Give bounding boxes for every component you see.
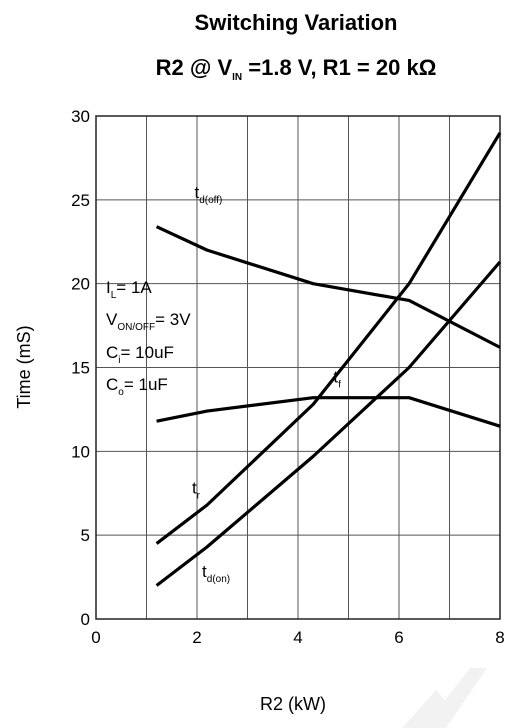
subtitle-subscript: IN [232,72,242,83]
condition-c-o: Co= 1uF [106,375,168,398]
x-axis-label: R2 (kW) [260,694,326,714]
series-label-t-d-off-: td(off) [194,183,222,206]
chart-subtitle: R2 @ VIN =1.8 V, R1 = 20 kΩ [156,55,437,83]
x-tick-label: 0 [91,628,100,647]
series-label-t-d-on-: td(on) [202,562,230,585]
condition-c-i: Ci= 10uF [106,343,174,366]
y-tick-label: 25 [71,191,90,210]
condition-i-l: IL= 1A [106,278,152,301]
series-label-t-r: tr [192,478,201,501]
series-labels: td(off) tf tr td(on) [192,183,341,585]
chart-title: Switching Variation [195,10,398,35]
series-label-t-f: tf [333,368,341,391]
series-line-t-r [155,131,502,545]
conditions-annotation: IL= 1A VON/OFF= 3V Ci= 10uF Co= 1uF [106,278,191,398]
series-lines [155,131,502,587]
condition-v-onoff: VON/OFF= 3V [106,310,191,333]
x-tick-labels: 0 2 4 6 8 [91,628,504,647]
y-tick-label: 15 [71,359,90,378]
y-tick-labels: 0 5 10 15 20 25 30 [71,107,90,629]
series-line-t-d-off- [155,225,501,349]
x-tick-label: 8 [495,628,504,647]
series-line-t-d-on- [155,260,502,587]
x-tick-label: 4 [293,628,302,647]
y-tick-label: 20 [71,275,90,294]
watermark-shape [402,668,487,728]
subtitle-suffix: =1.8 V, R1 = 20 kΩ [242,55,436,80]
y-tick-label: 30 [71,107,90,126]
x-tick-label: 2 [192,628,201,647]
y-tick-label: 10 [71,442,90,461]
y-tick-label: 0 [81,610,90,629]
y-tick-label: 5 [81,526,90,545]
series-line-t-f [156,396,501,428]
grid-lines [96,116,500,619]
y-axis-label: Time (mS) [14,325,34,408]
plot-frame [95,115,501,620]
x-tick-label: 6 [394,628,403,647]
subtitle-prefix: R2 @ V [156,55,233,80]
